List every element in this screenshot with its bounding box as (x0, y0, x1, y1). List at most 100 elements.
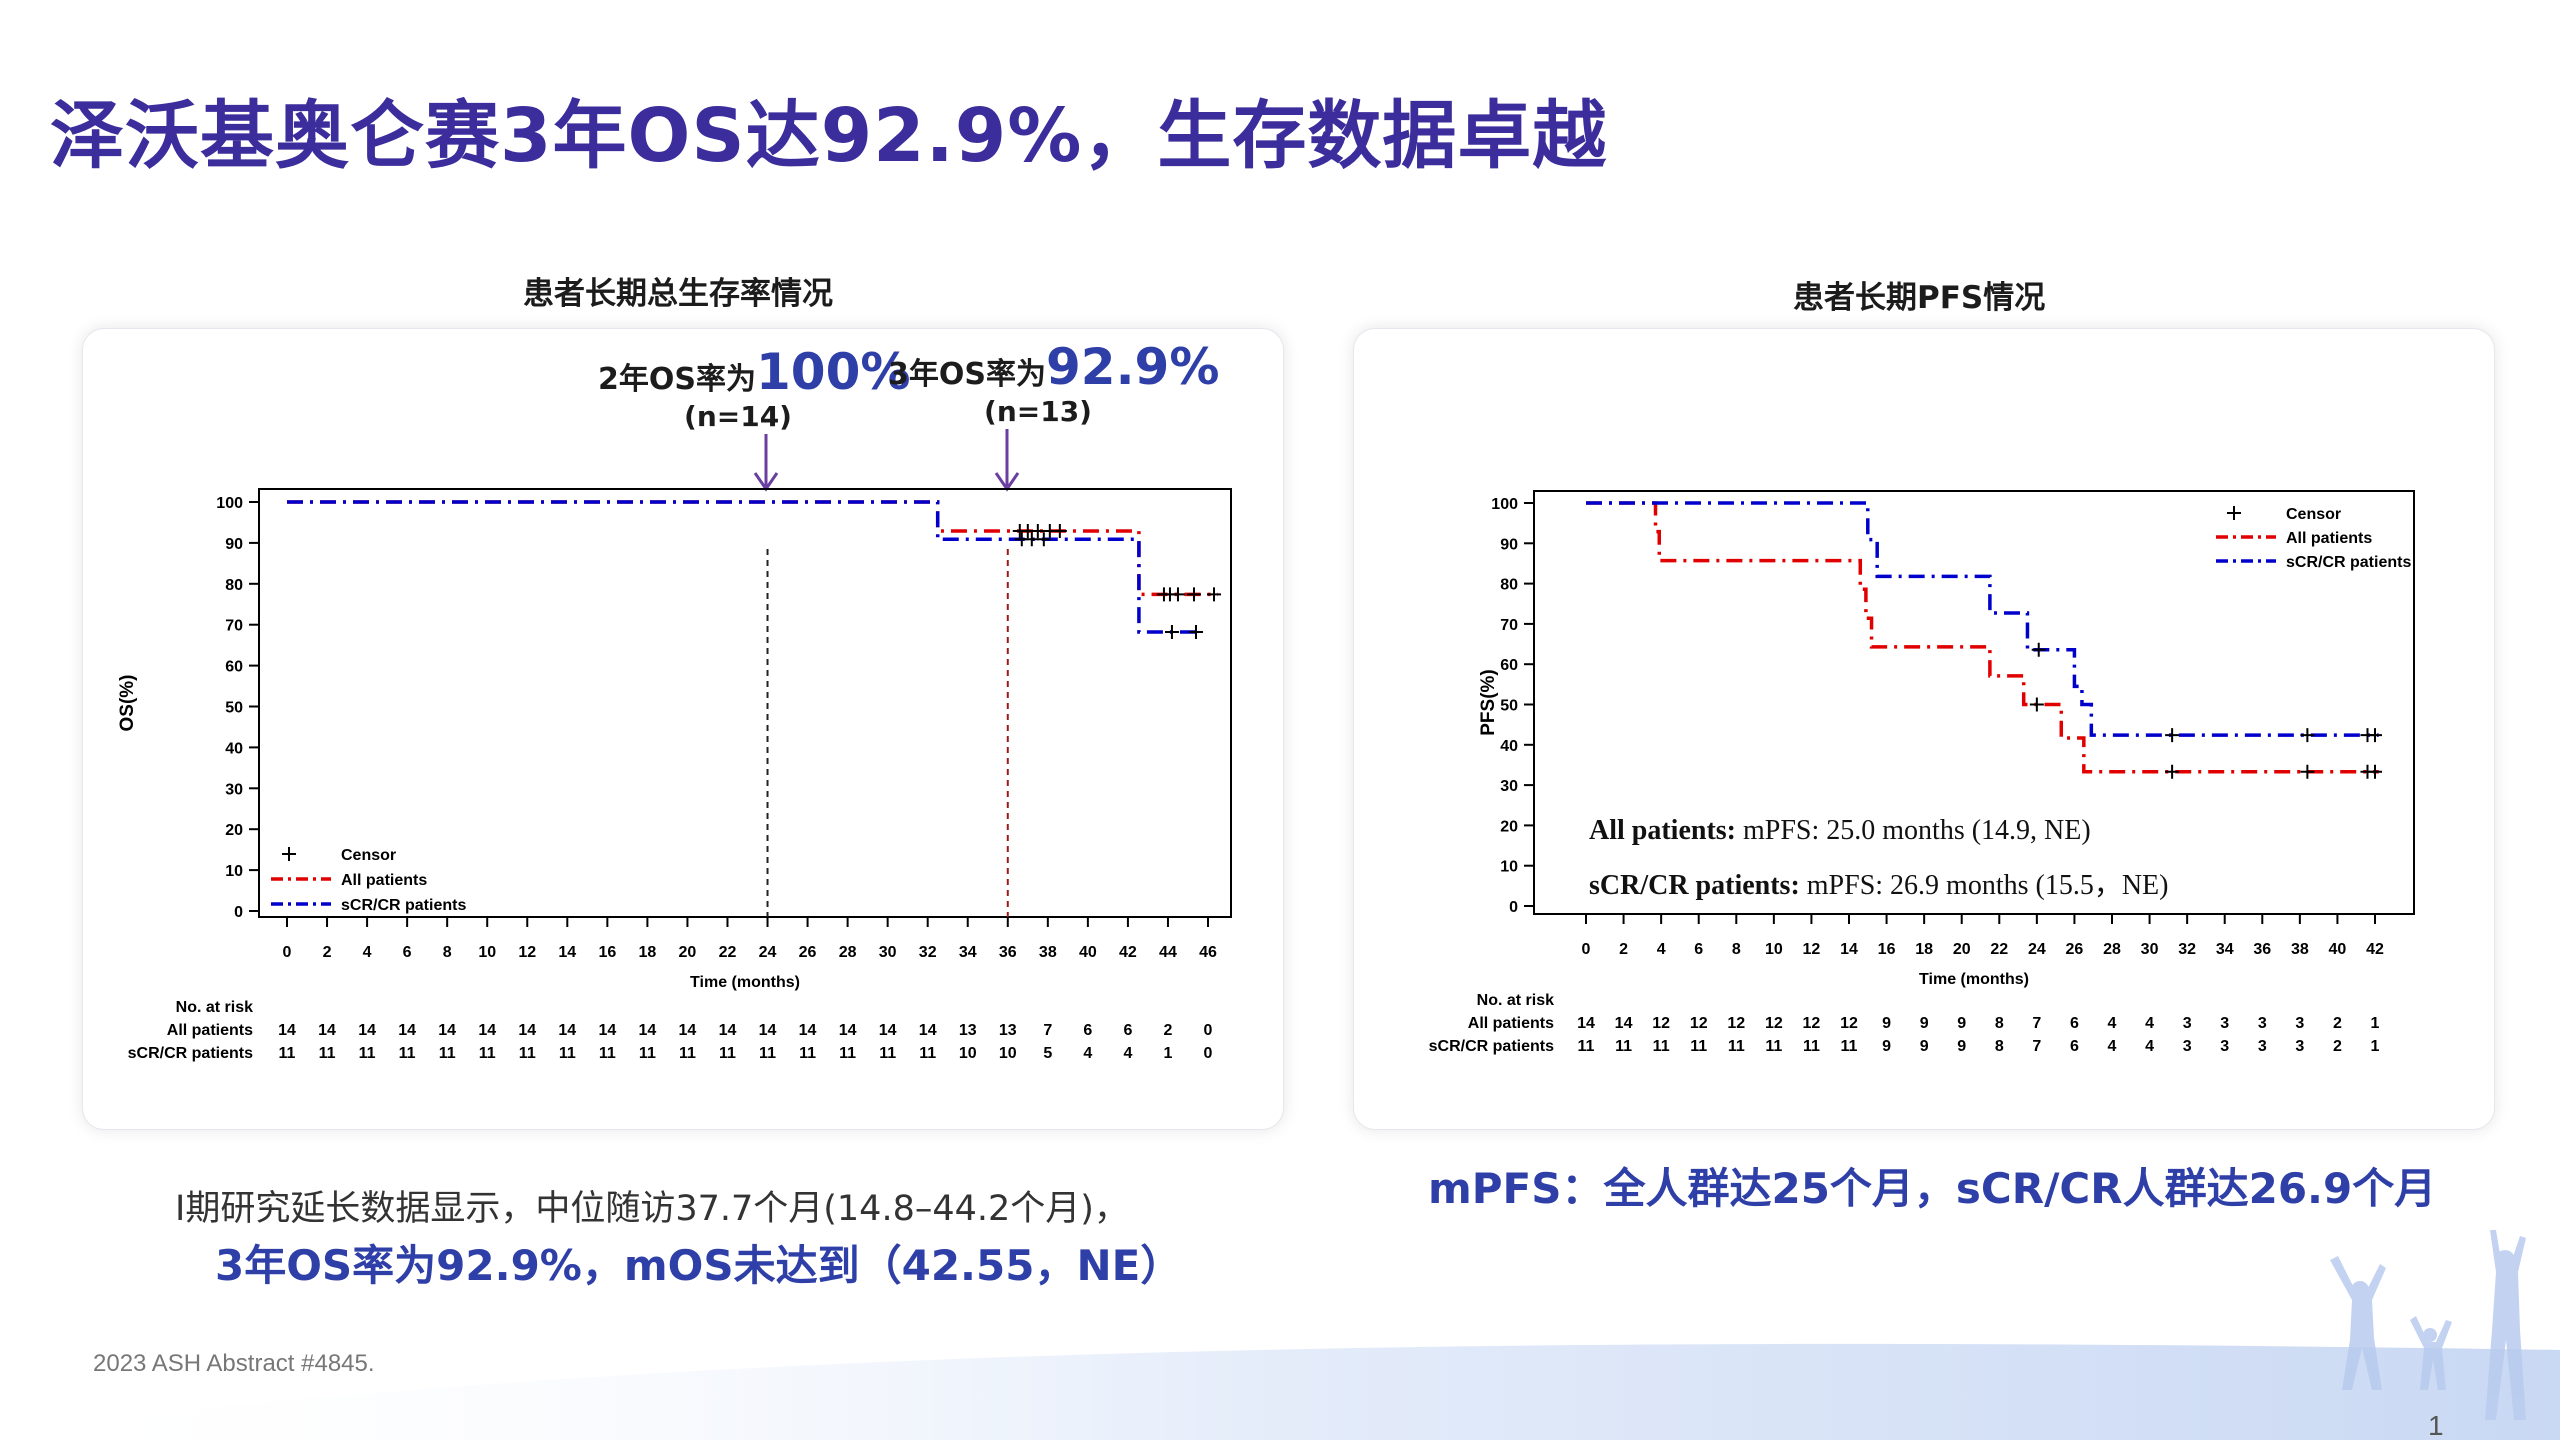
pfs-legend-label: All patients (2286, 530, 2372, 547)
pfs-ytick-label: 30 (1500, 778, 1518, 795)
os-risk-cell: 11 (279, 1045, 296, 1062)
os-xtick-label: 16 (598, 944, 616, 961)
pfs-chart: All patients: mPFS: 25.0 months (14.9, N… (1429, 490, 2415, 1055)
os-risk-cell: 14 (438, 1022, 456, 1039)
os-xtick-label: 6 (403, 944, 412, 961)
pfs-ytick-label: 40 (1500, 738, 1518, 755)
pfs-xtick-label: 14 (1840, 941, 1858, 958)
os-xtick-label: 32 (919, 944, 937, 961)
pfs-risk-cell: 6 (2070, 1038, 2079, 1055)
os-risk-cell: 14 (318, 1022, 336, 1039)
os-censor-mark (1188, 625, 1203, 640)
callout-3yr-n: (n=13) (984, 395, 1092, 428)
os-xtick-label: 30 (879, 944, 897, 961)
pfs-risk-cell: 14 (1615, 1015, 1633, 1032)
os-censor-mark (1207, 587, 1222, 602)
pfs-risk-cell: 9 (1920, 1015, 1929, 1032)
page-number: 1 (2428, 1410, 2444, 1441)
os-risk-cell: 11 (519, 1045, 536, 1062)
os-ytick-label: 60 (225, 659, 243, 676)
os-xtick-label: 18 (638, 944, 656, 961)
os-risk-cell: 14 (719, 1022, 737, 1039)
os-risk-cell: 11 (479, 1045, 496, 1062)
pfs-risk-cell: 3 (2183, 1038, 2192, 1055)
os-xtick-label: 8 (443, 944, 452, 961)
pfs-caption: mPFS：全人群达25个月，sCR/CR人群达26.9个月 (1428, 1164, 2437, 1213)
pfs-risk-cell: 6 (2070, 1015, 2079, 1032)
pfs-risk-cell: 3 (2295, 1038, 2304, 1055)
os-risk-cell: 11 (919, 1045, 936, 1062)
os-risk-cell: 11 (879, 1045, 896, 1062)
callout-3yr: 3年OS率为92.9% (888, 338, 1219, 396)
os-xtick-label: 34 (959, 944, 977, 961)
pfs-risk-cell: 9 (1882, 1015, 1891, 1032)
os-risk-cell: 4 (1123, 1045, 1132, 1062)
pfs-xtick-label: 18 (1915, 941, 1933, 958)
os-risk-cell: 14 (679, 1022, 697, 1039)
pfs-risk-cell: 11 (1765, 1038, 1782, 1055)
os-risk-cell: 14 (278, 1022, 296, 1039)
pfs-xtick-label: 16 (1878, 941, 1896, 958)
os-risk-cell: 11 (839, 1045, 856, 1062)
os-ytick-label: 80 (225, 577, 243, 594)
pfs-risk-cell: 1 (2371, 1038, 2380, 1055)
pfs-risk-table-header: No. at risk (1477, 992, 1554, 1009)
os-risk-cell: 14 (558, 1022, 576, 1039)
os-risk-table-header: No. at risk (176, 999, 253, 1016)
os-xtick-label: 0 (283, 944, 292, 961)
os-ytick-label: 20 (225, 822, 243, 839)
os-ytick-label: 40 (225, 740, 243, 757)
pfs-ytick-label: 80 (1500, 577, 1518, 594)
os-xtick-label: 36 (999, 944, 1017, 961)
os-caption-line1: Ⅰ期研究延长数据显示，中位随访37.7个月(14.8–44.2个月)， (175, 1189, 1129, 1229)
pfs-xtick-label: 4 (1657, 941, 1666, 958)
pfs-risk-cell: 12 (1803, 1015, 1821, 1032)
pfs-risk-cell: 3 (2295, 1015, 2304, 1032)
os-xtick-label: 46 (1199, 944, 1217, 961)
os-risk-cell: 2 (1164, 1022, 1173, 1039)
os-ylabel: OS(%) (117, 675, 138, 732)
pfs-risk-cell: 3 (2258, 1015, 2267, 1032)
pfs-risk-cell: 11 (1653, 1038, 1670, 1055)
os-risk-cell: 11 (719, 1045, 736, 1062)
os-legend-label: Censor (341, 847, 396, 864)
os-xtick-label: 38 (1039, 944, 1057, 961)
bottom-wave-decoration (0, 1343, 2560, 1440)
os-risk-cell: 11 (359, 1045, 376, 1062)
os-ytick-label: 30 (225, 781, 243, 798)
os-risk-cell: 13 (959, 1022, 977, 1039)
pfs-risk-row-label: All patients (1468, 1015, 1554, 1032)
os-risk-row-label: sCR/CR patients (128, 1045, 253, 1062)
pfs-ylabel: PFS(%) (1478, 669, 1499, 736)
pfs-xtick-label: 6 (1694, 941, 1703, 958)
pfs-risk-cell: 12 (1727, 1015, 1745, 1032)
os-risk-cell: 11 (319, 1045, 336, 1062)
os-xtick-label: 44 (1159, 944, 1177, 961)
pfs-risk-cell: 11 (1690, 1038, 1707, 1055)
os-chart-panel: 2年OS率为100% (n=14) 3年OS率为92.9% (n=13) 0 10… (82, 328, 1284, 1130)
os-risk-cell: 11 (399, 1045, 416, 1062)
os-ytick-label: 90 (225, 536, 243, 553)
pfs-risk-cell: 2 (2333, 1038, 2342, 1055)
pfs-risk-cell: 12 (1765, 1015, 1783, 1032)
pfs-risk-cell: 11 (1841, 1038, 1858, 1055)
pfs-risk-cell: 4 (2145, 1038, 2154, 1055)
pfs-risk-cell: 4 (2145, 1015, 2154, 1032)
pfs-risk-cell: 12 (1840, 1015, 1858, 1032)
os-panel-heading: 患者长期总生存率情况 (523, 276, 833, 312)
pfs-risk-cell: 3 (2220, 1038, 2229, 1055)
pfs-risk-cell: 7 (2032, 1015, 2041, 1032)
os-risk-cell: 14 (598, 1022, 616, 1039)
os-ytick-label: 70 (225, 618, 243, 635)
pfs-annotation-scr: sCR/CR patients: mPFS: 26.9 months (15.5… (1589, 870, 2169, 901)
os-ytick-label: 0 (234, 904, 243, 921)
pfs-xtick-label: 36 (2253, 941, 2271, 958)
os-xtick-label: 28 (839, 944, 857, 961)
pfs-xtick-label: 0 (1582, 941, 1591, 958)
pfs-legend-label: sCR/CR patients (2286, 554, 2411, 571)
pfs-legend-label: Censor (2286, 506, 2341, 523)
os-risk-cell: 11 (439, 1045, 456, 1062)
os-censor-mark (1024, 532, 1039, 547)
pfs-censor-mark (2300, 764, 2315, 779)
pfs-risk-cell: 4 (2108, 1038, 2117, 1055)
